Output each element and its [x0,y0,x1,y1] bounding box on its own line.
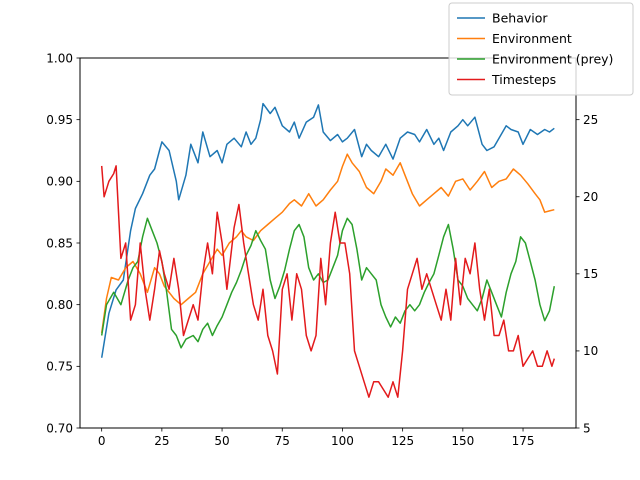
y-tick-label-right: 25 [583,113,598,127]
legend: Behavior Environment Environment (prey) Tim… [448,2,634,96]
y-tick-left: 0.80 [46,298,80,312]
y-tick-left: 1.00 [46,51,80,65]
y-tick-label-left: 0.80 [46,298,73,312]
y-tick-label-left: 0.85 [46,236,73,250]
y-tick-right: 10 [576,344,598,358]
x-tick: 150 [451,428,474,448]
x-axis: 0 25 50 75 100 125 150 175 [98,428,535,448]
legend-label: Behavior [492,11,548,26]
y-tick-label-left: 0.75 [46,360,73,374]
y-tick-label-right: 15 [583,267,598,281]
x-tick-label: 100 [331,434,354,448]
series-line-0 [100,102,555,358]
y-tick-label-left: 0.70 [46,421,73,435]
y-tick-right: 20 [576,190,598,204]
legend-item: Timesteps [457,72,556,87]
series-line-1 [100,153,555,334]
x-tick-label: 75 [275,434,290,448]
y-tick-label-left: 1.00 [46,51,73,65]
y-tick-right: 15 [576,267,598,281]
x-tick-label: 25 [154,434,169,448]
legend-label: Environment [492,31,572,46]
legend-label: Environment (prey) [492,52,613,67]
y-tick-left: 0.75 [46,360,80,374]
y-tick-label-left: 0.90 [46,175,73,189]
legend-item: Environment (prey) [457,52,613,67]
x-tick-label: 50 [214,434,229,448]
y-tick-label-right: 10 [583,344,598,358]
y-tick-left: 0.85 [46,236,80,250]
x-tick-label: 0 [98,434,106,448]
x-tick: 25 [154,428,170,448]
y-tick-left: 0.95 [46,113,80,127]
x-tick-label: 125 [391,434,414,448]
series-line-2 [100,217,556,349]
legend-frame [448,2,634,96]
y-tick-label-right: 20 [583,190,598,204]
y-tick-right: 25 [576,113,598,127]
x-tick-label: 150 [451,434,474,448]
legend-item: Environment [457,31,572,46]
y-tick-left: 0.70 [46,421,80,435]
y-tick-right: 5 [576,421,591,435]
y-tick-label-left: 0.95 [46,113,73,127]
x-tick: 100 [331,428,354,448]
x-tick: 175 [512,428,535,448]
legend-label: Timesteps [491,72,556,87]
y-tick-label-right: 5 [583,421,591,435]
plot-lines [100,102,556,398]
x-tick-label: 175 [512,434,535,448]
x-tick: 75 [275,428,290,448]
y-axis-left: 0.70 0.75 0.80 0.85 0.90 0.95 1.00 [46,51,80,435]
x-tick: 50 [214,428,230,448]
plot-frame [79,57,577,429]
y-axis-right: 5 10 15 20 25 [576,113,598,435]
series-line-3 [100,165,556,398]
y-tick-left: 0.90 [46,175,80,189]
legend-item: Behavior [457,11,548,26]
x-tick: 0 [98,428,106,448]
x-tick: 125 [391,428,414,448]
